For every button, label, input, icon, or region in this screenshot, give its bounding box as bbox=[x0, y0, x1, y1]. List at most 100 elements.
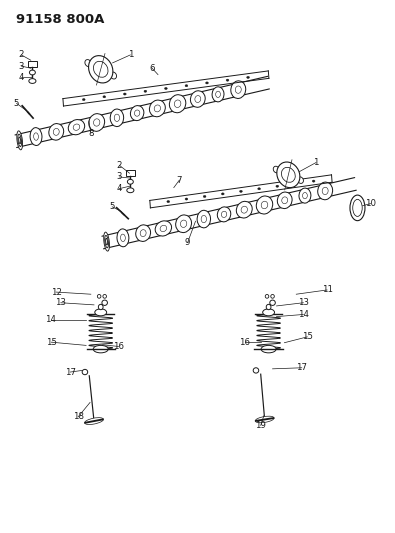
Ellipse shape bbox=[104, 232, 109, 251]
Ellipse shape bbox=[216, 91, 220, 98]
Ellipse shape bbox=[103, 96, 106, 98]
Text: 4: 4 bbox=[117, 184, 122, 193]
Ellipse shape bbox=[297, 177, 303, 183]
Ellipse shape bbox=[203, 196, 206, 198]
Ellipse shape bbox=[231, 81, 246, 99]
Text: 15: 15 bbox=[302, 333, 313, 341]
Ellipse shape bbox=[282, 167, 295, 182]
Ellipse shape bbox=[160, 225, 167, 232]
Ellipse shape bbox=[261, 201, 268, 209]
Text: 5: 5 bbox=[14, 99, 19, 108]
Ellipse shape bbox=[120, 234, 125, 241]
Ellipse shape bbox=[226, 79, 229, 81]
Ellipse shape bbox=[197, 211, 211, 228]
Ellipse shape bbox=[263, 309, 275, 316]
Ellipse shape bbox=[17, 131, 23, 150]
Ellipse shape bbox=[114, 114, 120, 122]
Ellipse shape bbox=[53, 128, 59, 135]
Ellipse shape bbox=[94, 119, 100, 126]
Ellipse shape bbox=[97, 294, 101, 298]
Ellipse shape bbox=[127, 179, 134, 184]
Ellipse shape bbox=[255, 416, 274, 423]
Text: 91158 800A: 91158 800A bbox=[16, 13, 104, 26]
Ellipse shape bbox=[239, 190, 242, 192]
Ellipse shape bbox=[155, 221, 171, 236]
Ellipse shape bbox=[85, 60, 91, 67]
Ellipse shape bbox=[212, 87, 224, 102]
Ellipse shape bbox=[265, 294, 269, 298]
Ellipse shape bbox=[169, 95, 186, 113]
Text: 14: 14 bbox=[45, 316, 56, 324]
Ellipse shape bbox=[185, 85, 188, 87]
Ellipse shape bbox=[270, 300, 275, 305]
Text: 7: 7 bbox=[177, 176, 182, 184]
Ellipse shape bbox=[98, 304, 103, 310]
Ellipse shape bbox=[236, 201, 252, 218]
Text: 16: 16 bbox=[113, 342, 124, 351]
Text: 11: 11 bbox=[322, 286, 333, 294]
Text: 5: 5 bbox=[109, 203, 115, 211]
Text: 12: 12 bbox=[51, 288, 62, 296]
Ellipse shape bbox=[30, 70, 36, 75]
Ellipse shape bbox=[140, 230, 146, 237]
Text: 17: 17 bbox=[65, 368, 76, 376]
Ellipse shape bbox=[350, 195, 365, 221]
Ellipse shape bbox=[174, 100, 181, 108]
Ellipse shape bbox=[124, 93, 126, 95]
Ellipse shape bbox=[276, 185, 278, 187]
Ellipse shape bbox=[82, 369, 88, 375]
Ellipse shape bbox=[19, 137, 21, 144]
Ellipse shape bbox=[117, 229, 129, 247]
Text: 2: 2 bbox=[117, 161, 122, 169]
Ellipse shape bbox=[127, 188, 134, 193]
Text: 3: 3 bbox=[19, 62, 24, 70]
Ellipse shape bbox=[89, 114, 105, 131]
Text: 6: 6 bbox=[149, 64, 155, 72]
Ellipse shape bbox=[102, 300, 107, 305]
Ellipse shape bbox=[258, 188, 260, 190]
Ellipse shape bbox=[94, 61, 108, 77]
Text: 19: 19 bbox=[255, 421, 266, 430]
Text: 8: 8 bbox=[88, 129, 94, 138]
Text: 14: 14 bbox=[298, 310, 309, 319]
Ellipse shape bbox=[294, 183, 297, 185]
Ellipse shape bbox=[195, 95, 201, 102]
Ellipse shape bbox=[246, 76, 250, 78]
Ellipse shape bbox=[185, 198, 188, 200]
Ellipse shape bbox=[235, 86, 241, 93]
Ellipse shape bbox=[261, 345, 276, 353]
Ellipse shape bbox=[18, 134, 22, 147]
Ellipse shape bbox=[93, 345, 108, 353]
Ellipse shape bbox=[85, 418, 103, 424]
Text: 2: 2 bbox=[19, 51, 24, 59]
Text: 18: 18 bbox=[73, 413, 84, 421]
Bar bbox=[28, 61, 37, 67]
Ellipse shape bbox=[206, 82, 209, 84]
Ellipse shape bbox=[49, 124, 64, 140]
Ellipse shape bbox=[154, 105, 160, 112]
Ellipse shape bbox=[29, 78, 36, 84]
Text: 16: 16 bbox=[239, 338, 250, 346]
Ellipse shape bbox=[217, 207, 231, 222]
Text: 13: 13 bbox=[55, 298, 66, 307]
Text: 1: 1 bbox=[313, 158, 319, 167]
Ellipse shape bbox=[103, 294, 107, 298]
Ellipse shape bbox=[282, 197, 288, 204]
Ellipse shape bbox=[110, 109, 124, 126]
Ellipse shape bbox=[277, 192, 292, 208]
Ellipse shape bbox=[95, 309, 107, 316]
Ellipse shape bbox=[136, 225, 150, 241]
Ellipse shape bbox=[277, 162, 300, 188]
Text: 17: 17 bbox=[296, 364, 307, 372]
Ellipse shape bbox=[181, 220, 187, 228]
Ellipse shape bbox=[190, 91, 205, 107]
Ellipse shape bbox=[130, 106, 144, 120]
Ellipse shape bbox=[221, 211, 227, 217]
Ellipse shape bbox=[322, 187, 328, 195]
Ellipse shape bbox=[73, 124, 80, 131]
Ellipse shape bbox=[253, 368, 259, 373]
Ellipse shape bbox=[318, 182, 333, 200]
Text: 10: 10 bbox=[365, 199, 376, 208]
Ellipse shape bbox=[273, 166, 279, 173]
Ellipse shape bbox=[165, 87, 167, 90]
